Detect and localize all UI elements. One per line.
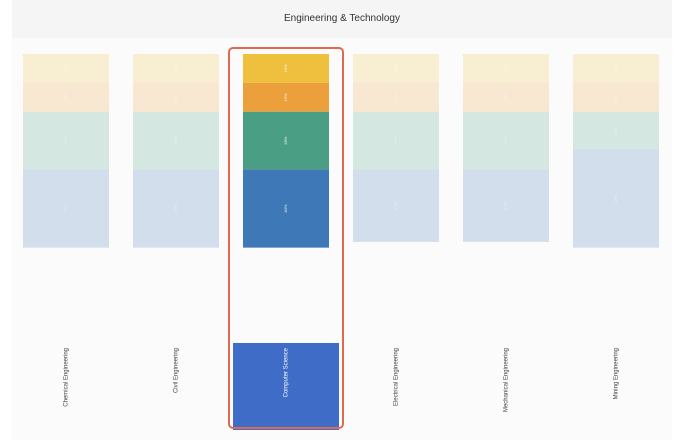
category-label[interactable]: Chemical Engineering bbox=[64, 348, 70, 407]
data-label: 34% bbox=[613, 194, 618, 202]
data-label: 10% bbox=[503, 93, 508, 101]
bar-segment[interactable] bbox=[573, 54, 659, 83]
data-label: 27% bbox=[63, 204, 68, 212]
bar-segment[interactable] bbox=[463, 82, 549, 112]
bar-segment[interactable] bbox=[133, 111, 219, 170]
data-label: 10% bbox=[613, 93, 618, 101]
column-mining-engineering[interactable]: 10% 10% 20% 34% Mining Engineering bbox=[573, 54, 659, 399]
data-label: 10% bbox=[173, 64, 178, 72]
bar-segment[interactable] bbox=[573, 82, 659, 112]
data-label: 27% bbox=[503, 201, 508, 209]
bar-segment[interactable] bbox=[463, 54, 549, 83]
bar-segment[interactable] bbox=[463, 111, 549, 170]
bar-segment[interactable] bbox=[573, 111, 659, 150]
bar-segment[interactable] bbox=[133, 82, 219, 112]
data-label: 20% bbox=[503, 136, 508, 144]
data-label: 10% bbox=[503, 64, 508, 72]
data-label: 20% bbox=[393, 136, 398, 144]
data-label: 10% bbox=[63, 64, 68, 72]
bar-segment[interactable] bbox=[573, 149, 659, 248]
bar-segment[interactable] bbox=[23, 82, 109, 112]
category-label[interactable]: Mining Engineering bbox=[614, 348, 620, 399]
data-label: 10% bbox=[173, 93, 178, 101]
column-civil-engineering[interactable]: 10% 10% 20% 27% Civil Engineering bbox=[133, 54, 219, 393]
data-label: 28% bbox=[283, 136, 288, 144]
data-label: 20% bbox=[63, 136, 68, 144]
bar-segment[interactable] bbox=[23, 169, 109, 248]
category-label[interactable]: Electrical Engineering bbox=[394, 348, 400, 406]
data-label: 10% bbox=[393, 93, 398, 101]
bar-segment[interactable] bbox=[353, 111, 439, 170]
stacked-bar-chart: 10% 10% 20% 27% Chemical Engineering 10% 10% 20… bbox=[23, 47, 659, 430]
category-label[interactable]: Mechanical Engineering bbox=[504, 348, 510, 412]
data-label: 20% bbox=[613, 126, 618, 134]
data-label: 20% bbox=[173, 136, 178, 144]
data-label: 16% bbox=[283, 64, 288, 72]
category-label[interactable]: Civil Engineering bbox=[174, 348, 180, 393]
column-mechanical-engineering[interactable]: 10% 10% 20% 27% Mechanical Engineering bbox=[463, 54, 549, 412]
bar-segment[interactable] bbox=[133, 169, 219, 248]
data-label: 10% bbox=[63, 93, 68, 101]
chart-header: Engineering & Technology bbox=[12, 0, 672, 39]
data-label: 40% bbox=[283, 204, 288, 212]
chart-title: Engineering & Technology bbox=[283, 13, 400, 24]
data-label: 10% bbox=[613, 64, 618, 72]
column-computer-science[interactable]: 16% 16% 28% 40% Computer Science bbox=[228, 47, 344, 430]
bar-segment[interactable] bbox=[243, 82, 329, 112]
bar-segment[interactable] bbox=[243, 169, 329, 248]
data-label: 16% bbox=[283, 93, 288, 101]
selected-category-highlight[interactable] bbox=[233, 343, 339, 430]
data-label: 27% bbox=[173, 204, 178, 212]
bar-segment[interactable] bbox=[353, 169, 439, 242]
chart-panel: 10% 10% 20% 27% Chemical Engineering 10% 10% 20… bbox=[12, 38, 672, 440]
bar-segment[interactable] bbox=[463, 169, 549, 242]
bar-segment[interactable] bbox=[353, 54, 439, 83]
column-electrical-engineering[interactable]: 10% 10% 20% 27% Electrical Engineering bbox=[353, 54, 439, 406]
bar-segment[interactable] bbox=[23, 111, 109, 170]
data-label: 10% bbox=[393, 64, 398, 72]
bar-segment[interactable] bbox=[133, 54, 219, 83]
bar-segment[interactable] bbox=[243, 54, 329, 83]
bar-segment[interactable] bbox=[243, 111, 329, 170]
column-chemical-engineering[interactable]: 10% 10% 20% 27% Chemical Engineering bbox=[23, 54, 109, 407]
data-label: 27% bbox=[393, 201, 398, 209]
selection-outline bbox=[228, 47, 344, 429]
bar-segment[interactable] bbox=[353, 82, 439, 112]
bar-segment[interactable] bbox=[23, 54, 109, 83]
category-label[interactable]: Computer Science bbox=[284, 347, 290, 397]
